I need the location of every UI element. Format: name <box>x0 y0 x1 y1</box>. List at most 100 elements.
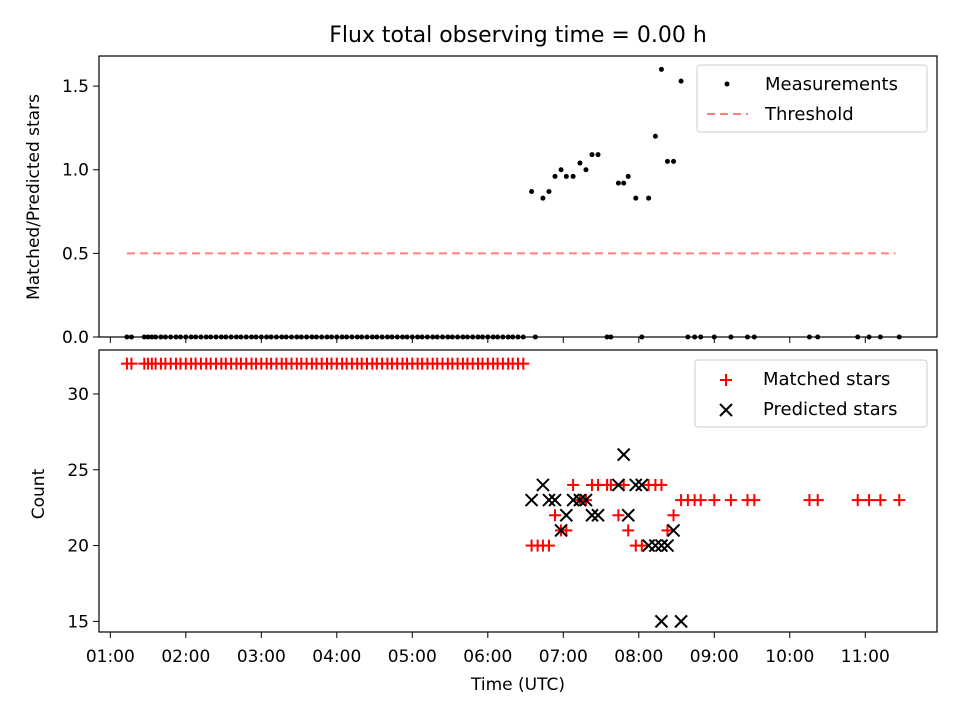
predicted-star-marker <box>629 478 643 492</box>
measurement-point <box>529 188 535 194</box>
measurement-point <box>213 334 219 340</box>
predicted-star-marker <box>621 508 635 522</box>
predicted-star-marker <box>666 523 681 538</box>
x-tick-label: 03:00 <box>237 647 286 667</box>
matched-star-marker <box>548 509 561 522</box>
predicted-star-marker <box>559 508 574 522</box>
measurement-point <box>283 334 289 340</box>
measurement-point <box>273 334 279 340</box>
measurement-point <box>141 334 147 340</box>
measurement-point <box>685 334 691 340</box>
measurement-point <box>896 334 902 340</box>
panel-count: 15 20 25 30 01:00 02:00 03:00 04:00 05:00 06:00 0… <box>29 349 938 695</box>
measurement-point <box>389 334 395 340</box>
matched-star-marker <box>851 494 864 507</box>
predicted-star-marker <box>611 478 626 492</box>
measurement-point <box>264 334 270 340</box>
measurement-point <box>815 334 821 340</box>
measurement-point <box>633 195 639 201</box>
measurement-point <box>162 334 168 340</box>
legend-ratio: Measurements Threshold <box>696 64 928 133</box>
legend-count-box <box>694 359 928 428</box>
measurement-point <box>339 334 345 340</box>
measurement-point <box>313 334 319 340</box>
matched-star-marker <box>667 509 680 522</box>
measurement-point <box>243 334 249 340</box>
measurement-point <box>505 334 511 340</box>
measurement-point <box>646 195 652 201</box>
measurement-point <box>639 334 645 340</box>
measurement-point <box>608 334 614 340</box>
predicted-star-marker <box>524 493 539 507</box>
measurement-point <box>678 78 684 84</box>
panel-count-frame <box>98 349 938 633</box>
measurement-point <box>369 334 375 340</box>
y-tick-label-count: 15 <box>67 612 89 632</box>
measurement-point <box>589 152 595 158</box>
measurement-point <box>344 334 350 340</box>
measurement-point <box>449 334 455 340</box>
chart-title: Flux total observing time = 0.00 h <box>329 23 707 48</box>
measurement-point <box>374 334 380 340</box>
y-tick-label-ratio: 1.0 <box>62 161 89 181</box>
y-tick-label-count: 25 <box>67 461 89 481</box>
predicted-star-marker <box>635 478 649 492</box>
measurement-point <box>510 334 516 340</box>
measurement-point <box>384 334 390 340</box>
x-tick-label: 04:00 <box>312 647 361 667</box>
measurement-point <box>329 334 335 340</box>
measurement-point <box>570 173 576 179</box>
x-tick-label: 10:00 <box>765 647 814 667</box>
measurement-point <box>532 334 538 340</box>
predicted-star-marker <box>579 493 593 507</box>
measurement-point <box>470 334 476 340</box>
measurement-point <box>866 334 872 340</box>
measurement-point <box>354 334 360 340</box>
measurement-point <box>228 334 234 340</box>
measurement-point <box>595 152 601 158</box>
y-tick-label-count: 30 <box>67 385 89 405</box>
measurement-point <box>692 334 698 340</box>
measurement-point <box>173 334 179 340</box>
measurement-point <box>394 334 400 340</box>
measurement-point <box>563 173 569 179</box>
predicted-star-marker <box>654 538 669 553</box>
predicted-star-marker <box>660 538 675 553</box>
measurement-point <box>480 334 486 340</box>
matched-star-marker <box>661 524 674 537</box>
measurement-point <box>460 334 466 340</box>
matched-star-marker <box>724 494 737 507</box>
matched-star-marker <box>542 539 555 552</box>
measurement-point <box>203 334 209 340</box>
measurement-point <box>558 167 564 173</box>
measurement-point <box>546 188 552 194</box>
predicted-star-marker <box>654 614 669 629</box>
measurement-point <box>424 334 430 340</box>
measurement-point <box>751 334 757 340</box>
x-axis-label: Time (UTC) <box>470 675 565 695</box>
matched-star-marker <box>748 494 761 507</box>
measurement-point <box>455 334 461 340</box>
measurement-point <box>309 334 315 340</box>
matched-star-marker <box>635 539 648 552</box>
measurement-point <box>430 334 436 340</box>
legend-predicted-marker <box>719 403 733 417</box>
measurement-point <box>577 160 583 166</box>
measurement-point <box>223 334 229 340</box>
legend-predicted-label: Predicted stars <box>763 399 897 420</box>
measurement-point <box>324 334 330 340</box>
matched-star-marker <box>655 478 668 491</box>
y-tick-label-ratio: 0.5 <box>62 244 89 264</box>
measurement-point <box>279 334 285 340</box>
matched-star-marker <box>694 494 707 507</box>
measurement-point <box>399 334 405 340</box>
measurement-point <box>379 334 385 340</box>
legend-threshold-label: Threshold <box>764 104 854 125</box>
measurement-point <box>515 334 521 340</box>
measurement-point <box>238 334 244 340</box>
measurement-point <box>500 334 506 340</box>
measurement-point <box>319 334 325 340</box>
legend-measurements-label: Measurements <box>765 74 898 95</box>
measurement-point <box>289 334 295 340</box>
